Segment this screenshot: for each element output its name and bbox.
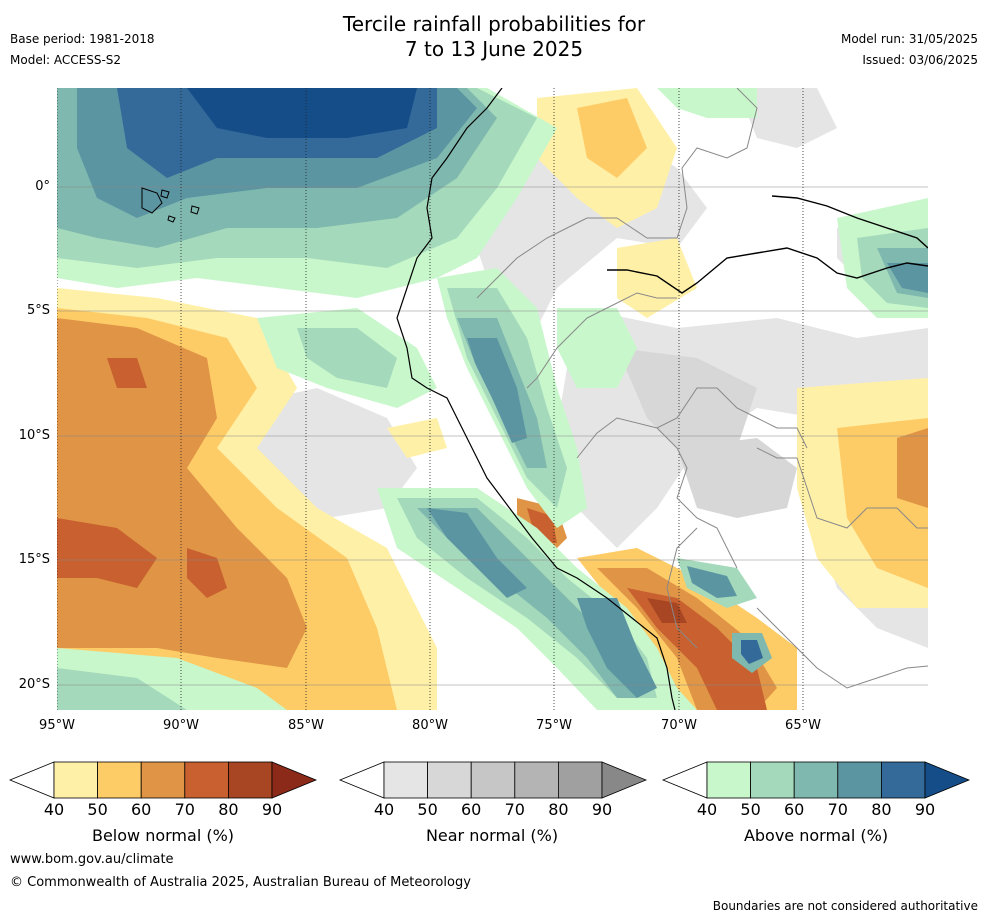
- lat-label-10s: 10°S: [18, 428, 50, 443]
- lat-label-0: 0°: [35, 179, 50, 194]
- below-tick-label: 60: [131, 800, 152, 819]
- amazon-river: [607, 247, 928, 294]
- amazon-river-north: [771, 195, 928, 249]
- above-tick-label: 70: [827, 800, 848, 819]
- colorbars: [8, 761, 971, 799]
- near-colorbar-max-extend: [601, 761, 648, 799]
- lon-label-65w: 65°W: [785, 718, 821, 733]
- near-normal-label: Near normal (%): [425, 826, 559, 845]
- gridlines: [57, 186, 928, 686]
- near-tick-label: 60: [461, 800, 482, 819]
- lat-label-15s: 15°S: [18, 552, 50, 567]
- base-period: Base period: 1981-2018: [10, 32, 155, 46]
- below-tick-label: 80: [218, 800, 239, 819]
- country-borders: [476, 88, 928, 689]
- map-canvas: [57, 88, 928, 710]
- above-colorbar-min-extend: [661, 761, 708, 799]
- above-tick-label: 60: [784, 800, 805, 819]
- near-colorbar-bin: [470, 761, 516, 799]
- title-line-1: Tercile rainfall probabilities for: [342, 12, 646, 36]
- above-colorbar-bin: [750, 761, 795, 799]
- above-tick-label: 80: [871, 800, 892, 819]
- lon-label-80w: 80°W: [412, 718, 448, 733]
- model-run: Model run: 31/05/2025: [840, 32, 978, 46]
- below-tick-label: 70: [174, 800, 195, 819]
- model-name: Model: ACCESS-S2: [10, 53, 122, 67]
- above-colorbar-max-extend: [924, 761, 971, 799]
- lon-label-70w: 70°W: [661, 718, 697, 733]
- near-colorbar-min-extend: [338, 761, 385, 799]
- near-tick-label: 50: [417, 800, 438, 819]
- near-colorbar-bin: [383, 761, 428, 799]
- lon-label-90w: 90°W: [163, 718, 199, 733]
- probability-map: [57, 88, 928, 710]
- disclaimer: Boundaries are not considered authoritat…: [712, 899, 978, 913]
- issued-date: Issued: 03/06/2025: [862, 53, 978, 67]
- below-colorbar-max-extend: [271, 761, 318, 799]
- above-tick-label: 50: [740, 800, 761, 819]
- title-line-2: 7 to 13 June 2025: [404, 37, 584, 61]
- above-colorbar-bin: [881, 761, 926, 799]
- above-colorbar-bin: [837, 761, 882, 799]
- near-tick-label: 90: [591, 800, 613, 819]
- near-tick-label: 40: [373, 800, 395, 819]
- below-colorbar-bin: [140, 761, 186, 799]
- below-colorbar-bin: [184, 761, 229, 799]
- meta-left: Base period: 1981-2018 Model: ACCESS-S2: [10, 29, 155, 71]
- lat-label-5s: 5°S: [26, 303, 50, 318]
- meta-right: Model run: 31/05/2025 Issued: 03/06/2025: [841, 29, 978, 71]
- below-tick-label: 90: [261, 800, 283, 819]
- lon-label-75w: 75°W: [536, 718, 572, 733]
- above-normal-fields: [57, 88, 928, 710]
- near-colorbar-bin: [427, 761, 472, 799]
- bom-url[interactable]: www.bom.gov.au/climate: [10, 852, 174, 867]
- coastline: [396, 88, 676, 710]
- below-tick-label: 40: [43, 800, 65, 819]
- chart-title: Tercile rainfall probabilities for 7 to …: [0, 12, 988, 62]
- galapagos-islands: [141, 187, 200, 223]
- lon-label-85w: 85°W: [288, 718, 324, 733]
- near-tick-label: 70: [504, 800, 525, 819]
- below-tick-label: 50: [87, 800, 108, 819]
- above-tick-label: 40: [696, 800, 718, 819]
- near-colorbar-bin: [514, 761, 559, 799]
- above-normal-label: Above normal (%): [743, 826, 889, 845]
- near-tick-label: 80: [548, 800, 569, 819]
- below-colorbar-min-extend: [8, 761, 55, 799]
- above-colorbar-bin: [706, 761, 751, 799]
- near-colorbar-bin: [558, 761, 603, 799]
- below-colorbar-bin: [53, 761, 98, 799]
- copyright: © Commonwealth of Australia 2025, Austra…: [10, 875, 471, 890]
- above-colorbar-bin: [793, 761, 839, 799]
- above-tick-label: 90: [914, 800, 936, 819]
- below-colorbar-bin: [97, 761, 142, 799]
- below-normal-fields: [57, 88, 928, 710]
- below-normal-label: Below normal (%): [91, 826, 235, 845]
- below-colorbar-bin: [227, 761, 273, 799]
- lon-label-95w: 95°W: [39, 718, 75, 733]
- lat-label-20s: 20°S: [18, 677, 50, 692]
